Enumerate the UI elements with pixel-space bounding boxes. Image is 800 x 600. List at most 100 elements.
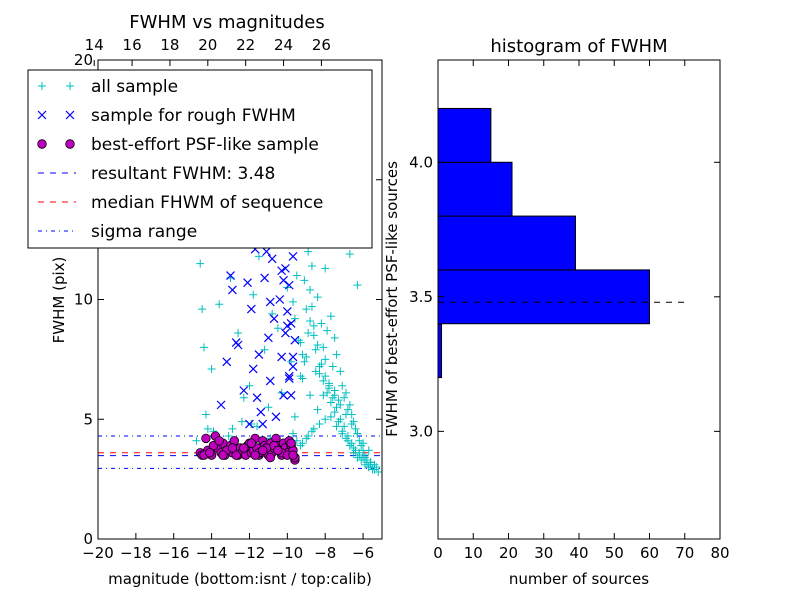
all-sample-point (353, 429, 362, 438)
all-sample-point (353, 281, 362, 290)
psf-like-point (231, 450, 241, 460)
left-xtick-label: −14 (196, 544, 228, 562)
all-sample-point (343, 436, 352, 445)
psf-like-point (273, 445, 283, 456)
all-sample-point (304, 247, 313, 256)
all-sample-point (201, 410, 210, 419)
all-sample-point (342, 388, 351, 397)
rough-fwhm-point (252, 393, 262, 403)
all-sample-point (306, 285, 315, 294)
rough-fwhm-point (228, 285, 237, 295)
psf-like-point (250, 450, 260, 460)
all-sample-point (326, 398, 335, 407)
left-top-xtick-label: 26 (312, 36, 331, 54)
all-sample-point (360, 453, 369, 462)
all-sample-point (368, 465, 377, 474)
all-sample-point (289, 429, 298, 438)
rough-fwhm-point (267, 254, 277, 264)
all-sample-point (192, 436, 201, 445)
rough-fwhm-point (258, 419, 268, 429)
all-sample-point (366, 458, 375, 467)
all-sample-point (307, 261, 316, 270)
all-sample-point (340, 422, 349, 431)
psf-like-point (288, 450, 298, 460)
right-xtick-label: 0 (433, 544, 443, 562)
legend-label: best-effort PSF-like sample (91, 135, 319, 155)
rough-fwhm-point (243, 278, 252, 288)
rough-fwhm-point (216, 400, 226, 410)
all-sample-point (313, 293, 322, 302)
all-sample-point (296, 441, 305, 450)
all-sample-point (359, 439, 368, 448)
all-sample-point (273, 324, 282, 333)
legend-circle-marker (65, 139, 75, 149)
left-data-marks (98, 79, 382, 476)
all-sample-point (200, 343, 209, 352)
all-sample-point (324, 381, 333, 390)
rough-fwhm-point (277, 352, 287, 362)
all-sample-point (313, 341, 322, 350)
left-ytick-label: 5 (83, 410, 93, 428)
rough-fwhm-point (275, 295, 285, 304)
all-sample-point (302, 434, 311, 443)
all-sample-point (296, 372, 305, 381)
rough-fwhm-point (286, 390, 296, 400)
legend-entry: all sample (38, 77, 178, 97)
legend-label: resultant FWHM: 3.48 (91, 164, 275, 184)
rough-fwhm-point (290, 335, 300, 345)
rough-fwhm-point (288, 362, 298, 371)
rough-fwhm-point (254, 350, 264, 360)
rough-fwhm-point (222, 357, 232, 367)
legend-entry: best-effort PSF-like sample (37, 135, 319, 155)
all-sample-point (302, 305, 311, 314)
all-sample-point (198, 305, 207, 314)
series-2 (195, 431, 300, 465)
all-sample-point (309, 331, 318, 340)
histogram-bar (438, 107, 492, 163)
all-sample-point (304, 329, 313, 338)
legend-entry: resultant FWHM: 3.48 (38, 164, 275, 184)
all-sample-point (207, 364, 216, 373)
rough-fwhm-point (256, 407, 266, 417)
all-sample-point (228, 424, 237, 433)
rough-fwhm-point (231, 338, 241, 348)
right-xtick-label: 30 (534, 544, 553, 562)
right-ytick-label: 4.0 (409, 153, 433, 171)
all-sample-point (313, 405, 322, 414)
all-sample-point (260, 345, 269, 354)
psf-like-point (205, 448, 215, 458)
all-sample-point (338, 429, 347, 438)
all-sample-point (239, 393, 248, 402)
all-sample-point (307, 302, 316, 311)
all-sample-point (300, 276, 309, 285)
legend-label: sigma range (91, 222, 197, 242)
left-xtick-label: −18 (120, 544, 152, 562)
right-xtick-label: 20 (499, 544, 518, 562)
all-sample-point (309, 321, 318, 330)
all-sample-point (343, 405, 352, 414)
rough-fwhm-point (279, 275, 288, 285)
all-sample-point (311, 345, 320, 354)
all-sample-point (319, 343, 328, 352)
left-xtick-label: −10 (272, 544, 304, 562)
all-sample-point (294, 336, 303, 345)
rough-fwhm-point (288, 352, 298, 362)
all-sample-point (330, 333, 339, 342)
psf-like-point (265, 452, 275, 463)
all-sample-point (345, 249, 354, 258)
rough-fwhm-point (260, 273, 270, 283)
legend-plus-marker (66, 82, 74, 90)
all-sample-point (321, 415, 330, 424)
all-sample-point (336, 400, 345, 409)
all-sample-point (317, 319, 326, 328)
rough-fwhm-point (288, 251, 298, 261)
all-sample-point (323, 326, 332, 335)
all-sample-point (245, 381, 254, 390)
rough-fwhm-point (248, 364, 258, 374)
left-top-xtick-label: 18 (160, 36, 179, 54)
right-ytick-label: 3.5 (409, 288, 433, 306)
right-title: histogram of FWHM (490, 36, 667, 57)
left-xtick-label: −16 (158, 544, 190, 562)
